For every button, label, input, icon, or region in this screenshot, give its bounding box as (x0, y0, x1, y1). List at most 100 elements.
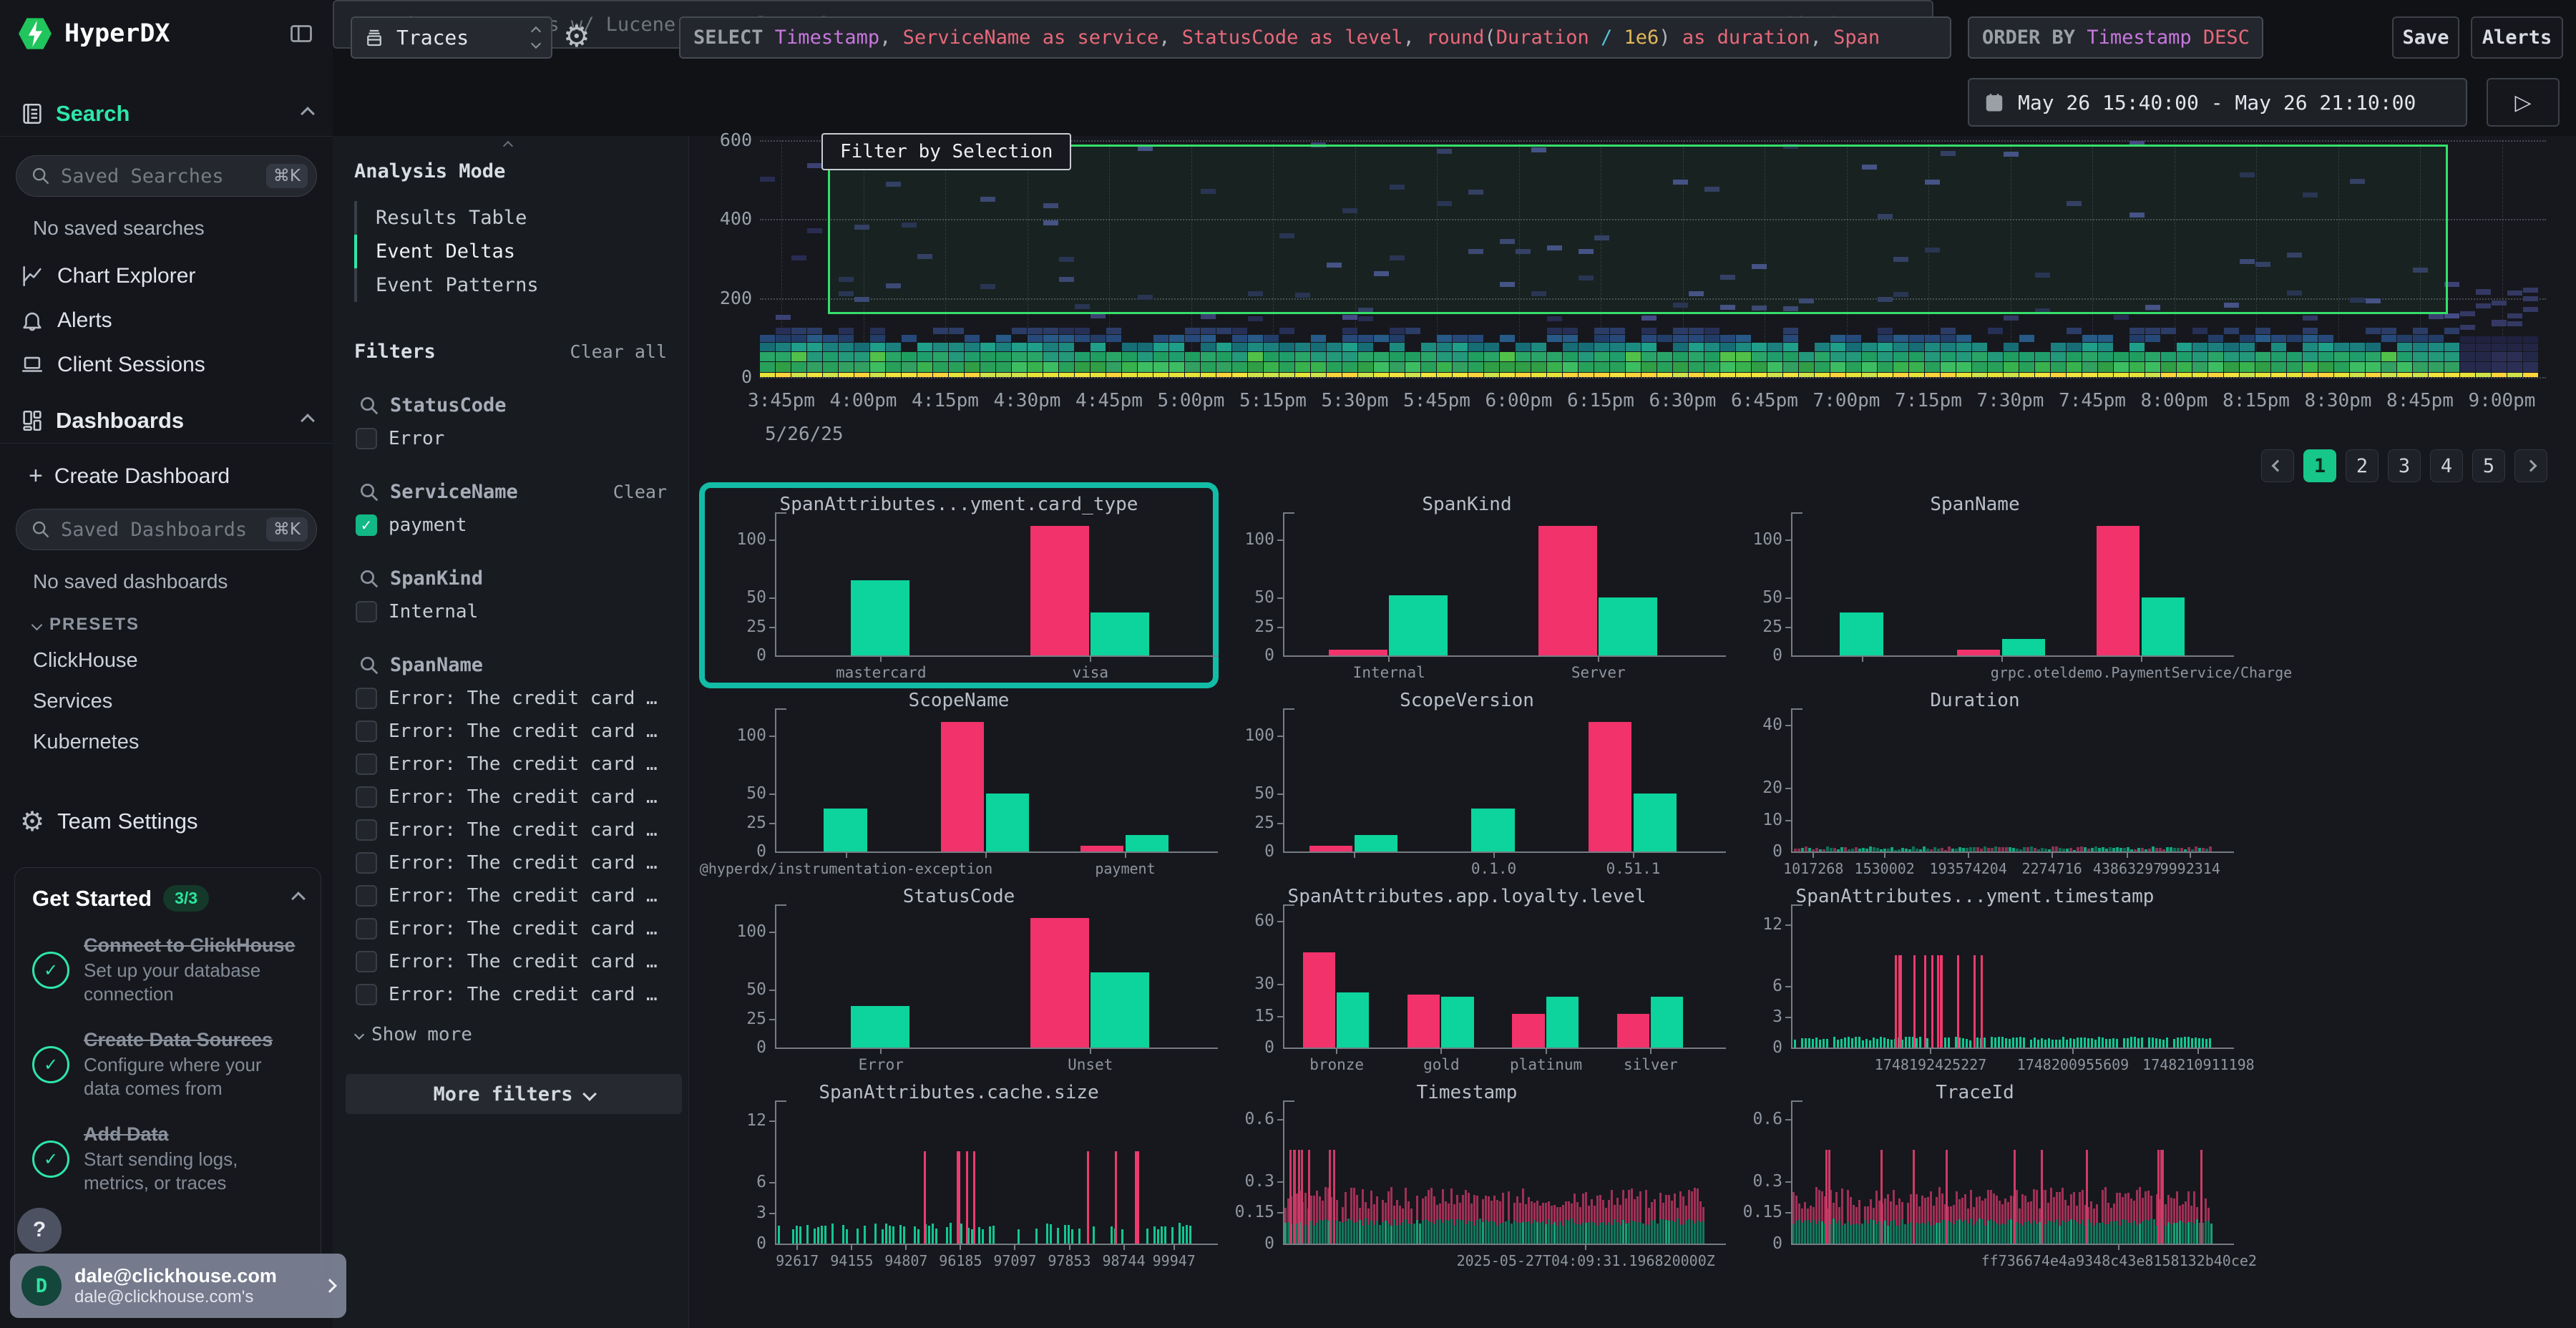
mini-chart-status_code[interactable]: StatusCode 0 25 50 100 Error Unset (705, 880, 1218, 1075)
filter-option-row[interactable]: Error: The credit card … (356, 951, 688, 972)
preset-clickhouse[interactable]: ClickHouse (33, 649, 138, 672)
filter-option-row[interactable]: Error: The credit card … (356, 721, 688, 742)
page-button-3[interactable]: 3 (2388, 449, 2421, 482)
search-icon[interactable] (358, 395, 380, 416)
next-page-button[interactable] (2514, 449, 2547, 482)
saved-searches-input[interactable]: Saved Searches ⌘K (16, 155, 317, 197)
checkbox[interactable] (356, 428, 377, 449)
mini-chart-scope_version[interactable]: ScopeVersion 0 25 50 100 0.1.0 0.51.1 (1213, 684, 1726, 879)
ytick-label: 0 (1264, 1038, 1274, 1057)
clear-filter-button[interactable]: Clear (613, 482, 667, 502)
source-settings-gear-icon[interactable]: ⚙ (563, 19, 590, 54)
mini-chart-card_type[interactable]: SpanAttributes...yment.card_type 0 25 50 100… (705, 488, 1218, 683)
date-range-picker[interactable]: May 26 15:40:00 - May 26 21:10:00 (1968, 78, 2467, 127)
checkbox[interactable] (356, 951, 377, 972)
plus-icon: + (29, 462, 43, 489)
source-select[interactable]: Traces (351, 16, 552, 59)
ytick-label: 0.3 (1752, 1171, 1782, 1191)
show-more-button[interactable]: Show more (353, 1024, 688, 1045)
get-started-item[interactable]: ✓ Connect to ClickHouse Set up your databa… (32, 933, 303, 1006)
preset-kubernetes[interactable]: Kubernetes (33, 731, 140, 753)
mini-chart-scope_name[interactable]: ScopeName 0 25 50 100 @hyperdx/instrumentatio… (700, 684, 1218, 879)
checkbox[interactable] (356, 885, 377, 907)
search-icon[interactable] (358, 655, 380, 676)
filter-option-row[interactable]: ✓ payment (356, 514, 688, 536)
checkbox[interactable] (356, 819, 377, 841)
filter-option-row[interactable]: Error: The credit card … (356, 819, 688, 841)
checkbox[interactable]: ✓ (356, 514, 377, 536)
analysis-mode-event-deltas[interactable]: Event Deltas (354, 235, 688, 268)
saved-dashboards-input[interactable]: Saved Dashboards ⌘K (16, 509, 317, 550)
mini-chart-duration[interactable]: Duration 0 10 20 40 1017268 1530002 193574204 22… (1721, 684, 2234, 879)
sidebar-section-dashboards[interactable]: Dashboards (0, 399, 333, 444)
analysis-mode-event-patterns[interactable]: Event Patterns (354, 268, 688, 302)
get-started-item[interactable]: ✓ Create Data Sources Configure where your… (32, 1027, 303, 1100)
page-button-5[interactable]: 5 (2472, 449, 2505, 482)
page-button-4[interactable]: 4 (2430, 449, 2463, 482)
order-by-input[interactable]: ORDER BY Timestamp DESC (1968, 16, 2263, 59)
sql-query-input[interactable]: SELECT Timestamp, ServiceName as service… (679, 16, 1951, 59)
user-menu[interactable]: D dale@clickhouse.com dale@clickhouse.co… (10, 1254, 346, 1318)
checkbox[interactable] (356, 918, 377, 939)
filter-option-row[interactable]: Error: The credit card … (356, 753, 688, 775)
filter-option-row[interactable]: Error: The credit card … (356, 984, 688, 1005)
ytick-label: 0 (1264, 842, 1274, 861)
run-query-button[interactable]: ▷ (2487, 78, 2560, 127)
page-button-2[interactable]: 2 (2346, 449, 2379, 482)
alerts-button[interactable]: Alerts (2471, 16, 2563, 59)
clear-all-button[interactable]: Clear all (570, 341, 667, 362)
mini-chart-loyalty[interactable]: SpanAttributes.app.loyalty.level 0 15 30 60 b… (1213, 880, 1726, 1075)
checkbox[interactable] (356, 786, 377, 808)
checkbox[interactable] (356, 688, 377, 709)
sidebar-item-chart-explorer[interactable]: Chart Explorer (0, 254, 333, 298)
page-button-1[interactable]: 1 (2303, 449, 2336, 482)
get-started-item[interactable]: ✓ Add Data Start sending logs, metrics, or… (32, 1122, 303, 1195)
mini-chart-timestamp[interactable]: Timestamp 0 0.15 0.3 0.6 2025-05-27T04:09:31.… (1213, 1076, 1726, 1271)
get-started-card: Get Started 3/3 ✓ Connect to ClickHouse Se… (14, 867, 321, 1285)
filter-option-row[interactable]: Error: The credit card … (356, 786, 688, 808)
filter-option-row[interactable]: Error: The credit card … (356, 688, 688, 709)
search-icon[interactable] (358, 568, 380, 590)
heatmap-chart[interactable] (760, 140, 2546, 379)
checkbox[interactable] (356, 601, 377, 622)
mini-chart-span_name[interactable]: SpanName 0 25 50 100 grpc.oteldemo.PaymentSer… (1721, 488, 2292, 683)
more-filters-button[interactable]: More filters (346, 1074, 682, 1114)
gridline (1437, 140, 1438, 377)
analysis-mode-results-table[interactable]: Results Table (354, 201, 688, 235)
search-icon[interactable] (358, 482, 380, 503)
filter-option-label: Error: The credit card … (389, 786, 658, 808)
sidebar-item-client-sessions[interactable]: Client Sessions (0, 343, 333, 387)
save-button[interactable]: Save (2392, 16, 2459, 59)
sidebar-item-alerts[interactable]: Alerts (0, 298, 333, 343)
sidebar-item-team-settings[interactable]: ⚙ Team Settings (0, 763, 333, 837)
heatmap-selection-rect[interactable] (827, 144, 2448, 314)
chart-title: ScopeName (908, 690, 1010, 711)
filter-option-row[interactable]: Internal (356, 601, 688, 622)
filter-option-row[interactable]: Error (356, 428, 688, 449)
checkbox[interactable] (356, 852, 377, 874)
presets-toggle[interactable]: PRESETS (0, 593, 333, 635)
heatmap-xtick-label: 5:45pm (1403, 390, 1470, 411)
chevron-up-icon[interactable] (291, 891, 306, 906)
chart-plot: 0 0.15 0.3 0.6 ff736674e4a9348c43e8158132b40… (1743, 1100, 2257, 1269)
gridline (1846, 140, 1848, 377)
chart-plot: 0 10 20 40 1017268 1530002 193574204 2274716 438… (1762, 708, 2234, 877)
filter-by-selection-button[interactable]: Filter by Selection (821, 133, 1072, 170)
mini-chart-pay_timestamp[interactable]: SpanAttributes...yment.timestamp 0 3 6 12 174… (1721, 880, 2254, 1075)
sidebar-section-search[interactable]: Search (0, 92, 333, 137)
checkbox[interactable] (356, 753, 377, 775)
filter-option-row[interactable]: Error: The credit card … (356, 918, 688, 939)
sidebar-collapse-icon[interactable] (287, 21, 316, 47)
preset-services[interactable]: Services (33, 690, 113, 713)
create-dashboard-button[interactable]: + Create Dashboard (0, 444, 333, 490)
mini-chart-span_kind[interactable]: SpanKind 0 25 50 100 Internal Server (1213, 488, 1726, 683)
prev-page-button[interactable] (2261, 449, 2294, 482)
filter-option-row[interactable]: Error: The credit card … (356, 885, 688, 907)
checkbox[interactable] (356, 721, 377, 742)
filter-option-row[interactable]: Error: The credit card … (356, 852, 688, 874)
help-button[interactable]: ? (17, 1208, 62, 1252)
mini-chart-cache_size[interactable]: SpanAttributes.cache.size 0 3 6 12 92617 94155… (705, 1076, 1218, 1271)
checkbox[interactable] (356, 984, 377, 1005)
mini-chart-trace_id[interactable]: TraceId 0 0.15 0.3 0.6 ff736674e4a9348c43e815… (1721, 1076, 2257, 1271)
xtick-label: @hyperdx/instrumentation-exception (699, 860, 993, 877)
